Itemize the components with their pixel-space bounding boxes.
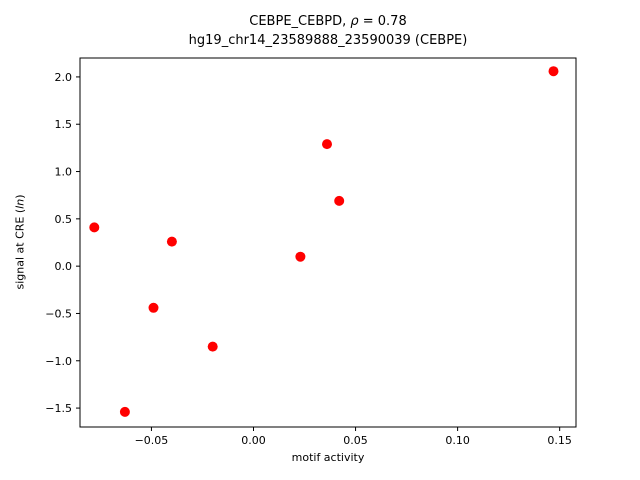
ylabel-suffix: ) bbox=[13, 194, 27, 199]
data-point bbox=[166, 236, 177, 247]
data-point bbox=[334, 195, 345, 206]
data-point bbox=[119, 406, 130, 417]
x-tick-label: −0.05 bbox=[135, 434, 169, 447]
chart-title: CEBPE_CEBPD, ρ = 0.78 hg19_chr14_2358988… bbox=[80, 12, 576, 50]
y-axis-label: signal at CRE (ln) bbox=[14, 195, 27, 290]
data-point bbox=[148, 302, 159, 313]
title-rho-symbol: ρ bbox=[350, 14, 359, 29]
y-tick-label: 0.5 bbox=[55, 213, 73, 226]
data-point bbox=[207, 341, 218, 352]
title-suffix: = 0.78 bbox=[358, 14, 407, 29]
data-point bbox=[89, 222, 100, 233]
x-axis-label: motif activity bbox=[291, 451, 365, 464]
y-tick-label: −1.5 bbox=[45, 402, 72, 415]
y-tick-label: −1.0 bbox=[45, 355, 72, 368]
ylabel-prefix: signal at CRE ( bbox=[13, 208, 27, 290]
data-point bbox=[295, 251, 306, 262]
chart-title-line2: hg19_chr14_23589888_23590039 (CEBPE) bbox=[188, 33, 468, 48]
x-tick-label: 0.05 bbox=[343, 434, 368, 447]
ylabel-ln-symbol: ln bbox=[13, 198, 27, 209]
chart-title-line1: CEBPE_CEBPD, ρ = 0.78 bbox=[80, 12, 576, 31]
axes-frame bbox=[79, 57, 577, 428]
title-prefix: CEBPE_CEBPD, bbox=[249, 14, 351, 29]
data-point bbox=[548, 66, 559, 77]
y-tick-label: 0.0 bbox=[55, 260, 73, 273]
x-tick-label: 0.00 bbox=[241, 434, 266, 447]
x-tick-label: 0.15 bbox=[547, 434, 572, 447]
y-tick-label: 1.0 bbox=[55, 166, 73, 179]
y-tick-label: 1.5 bbox=[55, 118, 73, 131]
x-tick-label: 0.10 bbox=[445, 434, 470, 447]
data-point bbox=[322, 139, 332, 150]
y-tick-label: −0.5 bbox=[45, 307, 72, 320]
y-tick-label: 2.0 bbox=[55, 71, 73, 84]
